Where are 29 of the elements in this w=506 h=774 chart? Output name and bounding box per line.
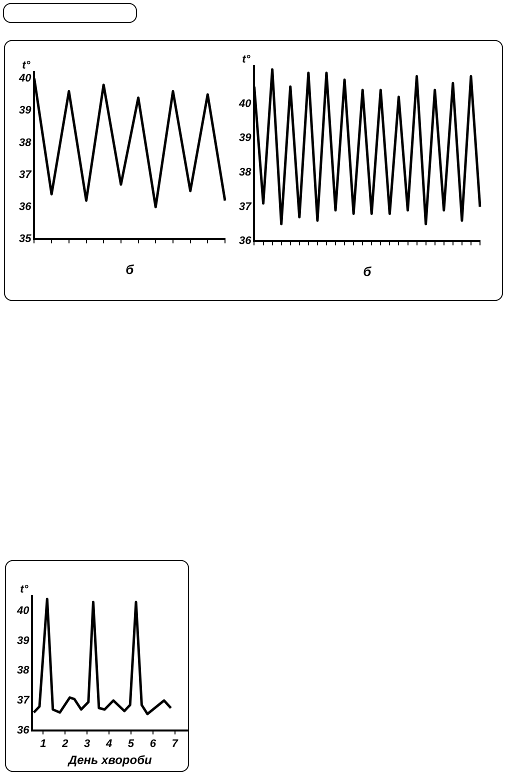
y-tick-label: 39: [18, 104, 32, 117]
x-axis-title: б: [363, 264, 372, 279]
y-axis-title: t°: [22, 60, 31, 72]
y-tick-label: 40: [238, 98, 252, 110]
y-tick-label: 38: [238, 166, 252, 179]
y-tick-label: 39: [238, 132, 252, 144]
x-axis-title: День хвороби: [67, 753, 152, 768]
x-tick-label: 7: [172, 738, 179, 750]
y-tick-label: 40: [18, 72, 32, 84]
y-tick-label: 36: [238, 235, 252, 248]
x-tick-label: 5: [128, 738, 135, 750]
y-tick-label: 37: [238, 200, 252, 213]
x-tick-label: 3: [84, 738, 90, 750]
y-tick-label: 35: [18, 233, 32, 246]
x-tick-label: 6: [150, 738, 157, 750]
y-tick-label: 39: [16, 634, 30, 647]
y-tick-label: 36: [18, 201, 32, 214]
y-tick-label: 40: [16, 604, 30, 617]
y-tick-label: 36: [16, 724, 30, 736]
y-axis-title: t°: [242, 54, 251, 66]
y-tick-label: 38: [18, 136, 32, 149]
x-tick-label: 1: [40, 738, 46, 750]
y-tick-label: 37: [18, 168, 32, 181]
y-axis-title: t°: [20, 584, 29, 596]
y-tick-label: 38: [16, 664, 30, 677]
x-tick-label: 4: [104, 738, 112, 750]
x-axis-title: б: [126, 262, 135, 277]
y-tick-label: 37: [16, 694, 30, 707]
x-tick-label: 2: [61, 738, 68, 750]
